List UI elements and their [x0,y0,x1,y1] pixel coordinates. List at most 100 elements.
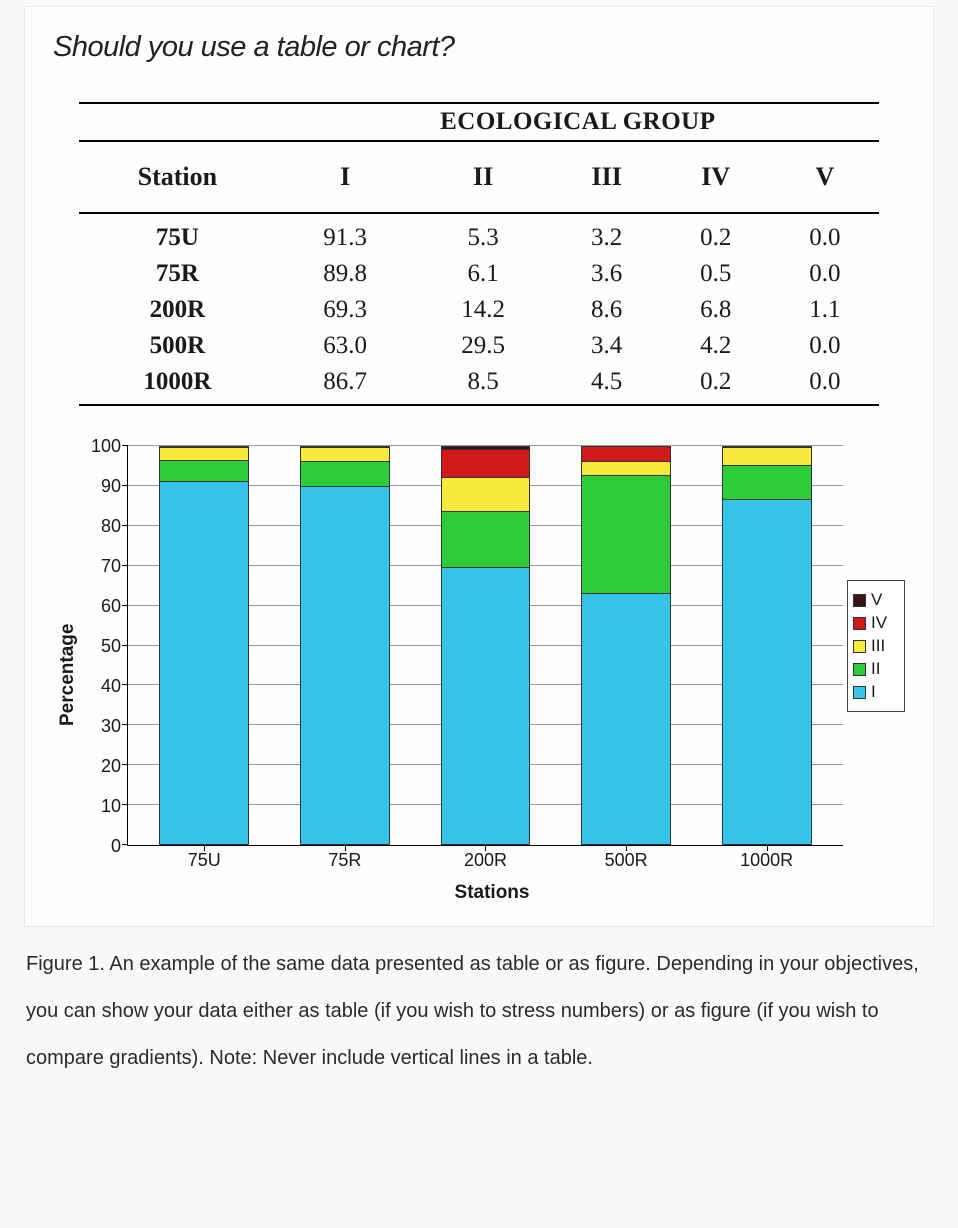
chart-y-tickmark [122,764,128,765]
table-value-cell: 91.3 [276,213,414,256]
panel-heading: Should you use a table or chart? [53,31,905,64]
chart-legend-item: I [853,682,899,702]
chart-bar-stack [722,446,812,845]
table-station-cell: 1000R [79,364,277,405]
chart-y-tickmark [122,525,128,526]
chart-x-tick-label: 1000R [696,850,837,871]
page-container: Should you use a table or chart? ECOLOGI… [0,0,958,1102]
chart-y-tick-label: 100 [91,437,121,455]
table-value-cell: 0.2 [661,213,770,256]
chart-y-tick-label: 80 [101,517,121,535]
table-value-cell: 63.0 [276,328,414,364]
chart-y-tickmark [122,605,128,606]
chart-bar-segment [581,476,671,594]
chart-legend-item: III [853,636,899,656]
chart-legend-label: III [871,636,885,656]
chart-bar-segment [159,482,249,845]
chart-y-tick-label: 0 [111,837,121,855]
table-super-header-blank [79,103,277,141]
chart-legend-swatch [853,617,866,630]
table-station-cell: 200R [79,292,277,328]
data-table: ECOLOGICAL GROUP Station I II III IV V 7… [79,102,880,406]
table-value-cell: 0.5 [661,256,770,292]
chart-y-tickmark [122,684,128,685]
chart-y-tickmark [122,724,128,725]
chart-bar-segment [300,487,390,845]
chart-legend-swatch [853,594,866,607]
chart-legend-label: IV [871,613,887,633]
chart-y-tickmark [122,804,128,805]
chart-bar-segment [441,568,531,845]
chart-bar-slot: 500R [556,446,697,845]
chart-bar-segment [441,512,531,569]
table-group-header: IV [661,141,770,213]
table-column-header-row: Station I II III IV V [79,141,880,213]
chart-y-tickmark [122,445,128,446]
chart-y-tickmark [122,565,128,566]
data-table-wrap: ECOLOGICAL GROUP Station I II III IV V 7… [79,102,880,406]
chart-legend-swatch [853,663,866,676]
chart-y-tick-label: 90 [101,477,121,495]
chart-legend-label: I [871,682,876,702]
table-value-cell: 3.6 [552,256,661,292]
chart-bar-segment [441,478,531,512]
table-station-cell: 75U [79,213,277,256]
table-value-cell: 5.3 [414,213,552,256]
chart-bar-segment [581,462,671,476]
chart-x-tick-label: 500R [556,850,697,871]
chart-bar-segment [441,450,531,477]
table-value-cell: 14.2 [414,292,552,328]
table-super-header: ECOLOGICAL GROUP [276,103,879,141]
table-super-header-row: ECOLOGICAL GROUP [79,103,880,141]
chart-bar-stack [581,446,671,845]
table-group-header: I [276,141,414,213]
table-value-cell: 8.6 [552,292,661,328]
table-value-cell: 3.4 [552,328,661,364]
chart-bar-slot: 200R [415,446,556,845]
table-row: 75R89.86.13.60.50.0 [79,256,880,292]
chart-bar-segment [159,461,249,482]
figure-panel: Should you use a table or chart? ECOLOGI… [24,6,934,927]
table-value-cell: 0.0 [770,328,879,364]
chart-bar-segment [300,462,390,486]
table-group-header: V [770,141,879,213]
table-value-cell: 3.2 [552,213,661,256]
chart-y-tickmark [122,645,128,646]
figure-caption: Figure 1. An example of the same data pr… [24,941,934,1082]
table-value-cell: 89.8 [276,256,414,292]
chart-y-axis-label: Percentage [53,446,79,904]
table-value-cell: 86.7 [276,364,414,405]
table-value-cell: 6.1 [414,256,552,292]
chart-legend-item: II [853,659,899,679]
chart-bar-slot: 75R [275,446,416,845]
table-value-cell: 0.0 [770,256,879,292]
chart-x-tick-label: 75R [275,850,416,871]
chart-container: Percentage 0102030405060708090100 75U75R… [53,446,905,904]
chart-bar-slot: 75U [134,446,275,845]
chart-y-tick-label: 30 [101,717,121,735]
table-group-header: III [552,141,661,213]
table-value-cell: 6.8 [661,292,770,328]
chart-legend-swatch [853,640,866,653]
chart-y-tick-label: 50 [101,637,121,655]
chart-y-tickmark [122,844,128,845]
chart-y-tick-label: 40 [101,677,121,695]
chart-legend: VIVIIIIII [847,580,905,712]
chart-y-tick-label: 60 [101,597,121,615]
table-value-cell: 8.5 [414,364,552,405]
chart-bar-stack [441,446,531,845]
table-station-cell: 75R [79,256,277,292]
chart-y-tickmark [122,485,128,486]
table-group-header: II [414,141,552,213]
table-row: 1000R86.78.54.50.20.0 [79,364,880,405]
table-value-cell: 0.0 [770,213,879,256]
chart-plot-area: 75U75R200R500R1000R [127,446,843,846]
chart-legend-item: IV [853,613,899,633]
chart-y-tick-label: 10 [101,797,121,815]
chart-bar-stack [300,446,390,845]
table-row: 500R63.029.53.44.20.0 [79,328,880,364]
table-station-header: Station [79,141,277,213]
chart-bars-layer: 75U75R200R500R1000R [128,446,843,845]
chart-y-tick-label: 70 [101,557,121,575]
chart-bar-segment [722,466,812,500]
